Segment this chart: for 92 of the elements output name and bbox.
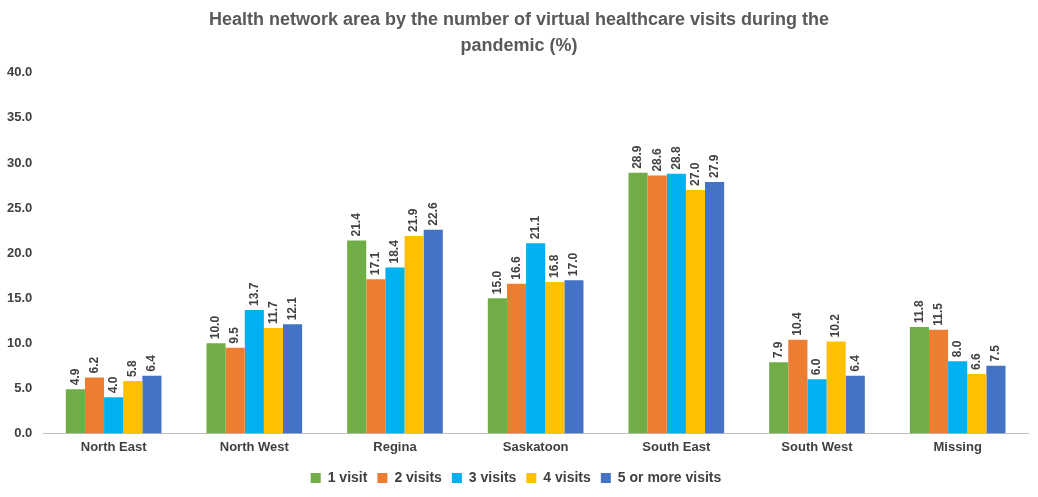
y-tick-label: 5.0 xyxy=(14,379,33,395)
bar xyxy=(628,172,648,434)
data-label: 28.9 xyxy=(630,145,645,169)
x-tick-label: Regina xyxy=(373,438,418,454)
data-label: 17.0 xyxy=(566,252,581,277)
bar xyxy=(845,375,865,434)
x-tick-label: Saskatoon xyxy=(502,438,569,454)
bar xyxy=(366,279,386,434)
y-tick-label: 0.0 xyxy=(14,424,33,440)
data-label: 5.8 xyxy=(125,360,140,378)
y-tick-label: 20.0 xyxy=(6,244,33,260)
bar xyxy=(545,281,565,434)
x-tick-label: South East xyxy=(642,438,711,454)
bar xyxy=(705,181,725,434)
bar xyxy=(404,235,424,434)
data-label: 6.0 xyxy=(809,358,824,376)
data-label: 6.4 xyxy=(847,354,862,372)
data-label: 21.1 xyxy=(527,215,542,240)
bar xyxy=(385,267,405,434)
bar xyxy=(928,329,949,434)
bar xyxy=(564,280,584,434)
chart-title: Health network area by the number of virtual healthcare visits during the pandemic (%) xyxy=(207,8,831,57)
bar xyxy=(807,379,827,434)
data-label: 6.2 xyxy=(86,356,101,374)
x-tick-label: Missing xyxy=(933,438,982,454)
bar xyxy=(506,283,527,434)
legend-label: 4 visits xyxy=(543,468,592,485)
bar xyxy=(826,341,846,434)
data-label: 9.5 xyxy=(227,326,242,344)
bar xyxy=(909,327,929,434)
data-label: 4.0 xyxy=(105,376,120,394)
data-label: 8.0 xyxy=(949,340,964,358)
bar xyxy=(142,375,162,434)
data-label: 28.8 xyxy=(668,146,683,170)
data-label: 10.4 xyxy=(790,311,805,336)
y-tick-label: 30.0 xyxy=(6,154,33,170)
legend-label: 1 visit xyxy=(327,468,368,485)
y-tick-label: 15.0 xyxy=(6,289,33,305)
bar xyxy=(967,373,987,434)
data-label: 22.6 xyxy=(425,201,440,226)
bar xyxy=(263,327,284,434)
y-tick-label: 40.0 xyxy=(6,64,33,80)
data-label: 27.9 xyxy=(706,154,721,178)
y-tick-label: 35.0 xyxy=(6,109,33,125)
bar xyxy=(788,339,808,434)
bar xyxy=(104,397,124,434)
data-label: 28.6 xyxy=(649,147,664,172)
legend-label: 2 visits xyxy=(394,468,443,485)
data-label: 13.7 xyxy=(246,282,261,306)
data-label: 7.5 xyxy=(988,344,1003,362)
bar xyxy=(769,362,789,434)
data-label: 15.0 xyxy=(489,270,504,295)
bar xyxy=(123,381,143,434)
bar xyxy=(423,229,443,434)
bar xyxy=(206,343,226,434)
bar xyxy=(647,175,667,434)
data-label: 16.6 xyxy=(508,256,523,280)
bar xyxy=(347,240,367,434)
bar xyxy=(685,190,706,434)
data-label: 10.2 xyxy=(828,313,843,338)
x-tick-label: North West xyxy=(219,438,290,454)
legend-label: 5 or more visits xyxy=(617,468,722,485)
data-label: 11.5 xyxy=(930,302,945,326)
x-tick-label: North East xyxy=(80,438,148,454)
data-label: 10.0 xyxy=(208,315,223,340)
legend-label: 3 visits xyxy=(468,468,517,485)
bar xyxy=(283,324,303,434)
bar xyxy=(244,309,264,434)
y-tick-label: 25.0 xyxy=(6,199,33,215)
data-label: 21.9 xyxy=(406,208,421,232)
data-label: 27.0 xyxy=(687,162,702,186)
data-label: 6.4 xyxy=(144,354,159,372)
bar xyxy=(526,243,546,434)
data-label: 7.9 xyxy=(771,341,786,359)
data-label: 16.8 xyxy=(547,254,562,278)
bar xyxy=(65,389,85,434)
bar xyxy=(487,298,507,434)
data-label: 17.1 xyxy=(368,251,383,276)
bar xyxy=(948,361,968,434)
data-label: 11.7 xyxy=(265,300,280,324)
data-label: 12.1 xyxy=(284,296,299,321)
data-label: 11.8 xyxy=(911,300,926,324)
y-tick-label: 10.0 xyxy=(6,334,33,350)
data-label: 18.4 xyxy=(387,239,402,264)
data-label: 21.4 xyxy=(349,212,364,237)
x-tick-label: South West xyxy=(781,438,854,454)
bar xyxy=(986,365,1006,434)
data-label: 4.9 xyxy=(67,368,82,386)
bar xyxy=(666,173,686,434)
bar xyxy=(225,347,245,434)
bar xyxy=(84,377,105,434)
data-label: 6.6 xyxy=(969,352,984,370)
